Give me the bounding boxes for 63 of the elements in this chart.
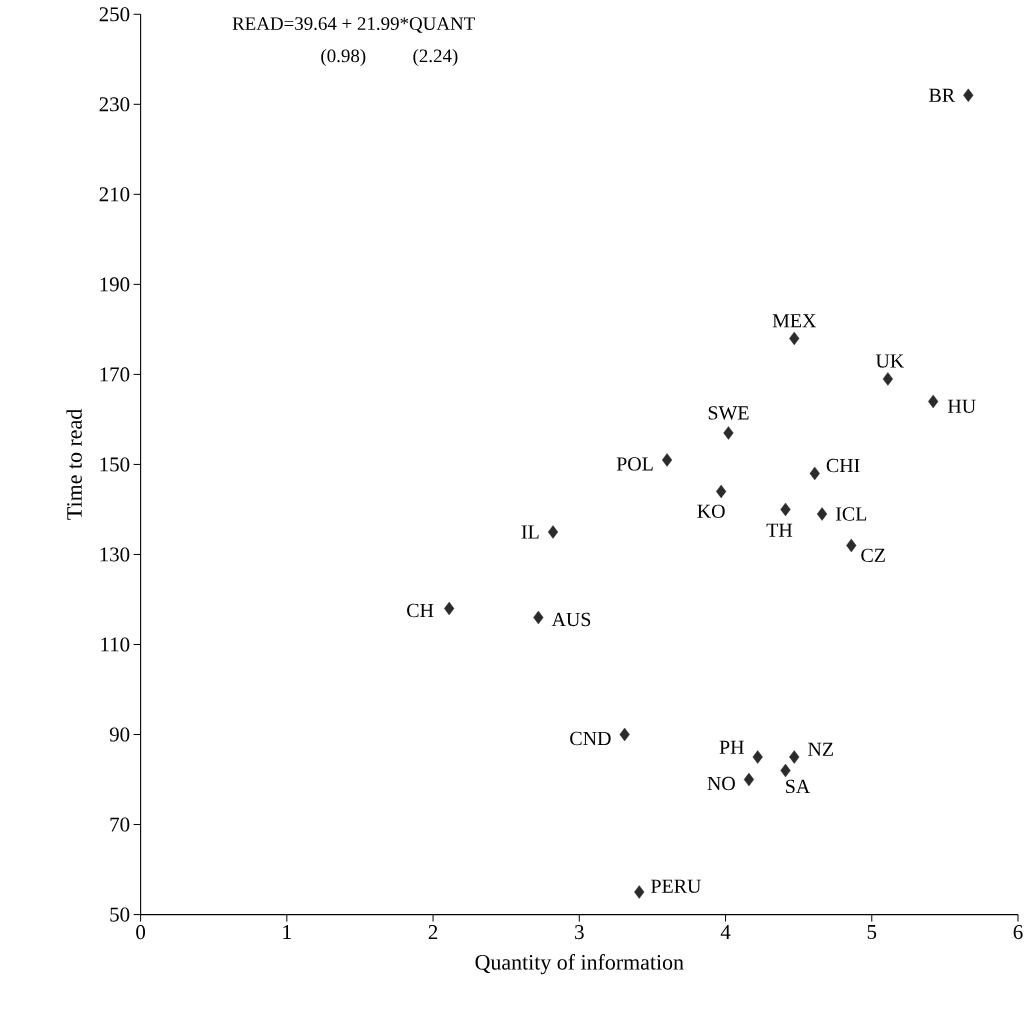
annotation: CH <box>407 603 434 618</box>
point <box>816 507 828 521</box>
point <box>619 727 630 742</box>
annotation: POL <box>616 457 653 471</box>
point <box>780 763 791 778</box>
x-tick-label: 1 <box>283 925 291 939</box>
annotation: PH <box>719 740 744 754</box>
point <box>846 538 857 553</box>
x-axis-title: Quantity of information <box>475 954 684 975</box>
annotation: NO <box>707 776 735 791</box>
y-tick-label: 110 <box>101 637 130 652</box>
x-tick-label: 5 <box>867 925 877 940</box>
annotation: SA <box>786 779 811 794</box>
x-tick-label: 4 <box>720 925 731 939</box>
annotation: CZ <box>861 548 885 563</box>
annotation: CHI <box>826 458 860 473</box>
point <box>533 610 544 625</box>
point <box>809 466 820 481</box>
annotation: (0.98) <box>321 48 366 67</box>
y-tick-label: 170 <box>100 367 130 382</box>
point <box>752 750 763 764</box>
annotation: ICL <box>835 507 867 521</box>
annotation: CND <box>570 731 611 746</box>
y-tick-label: 250 <box>99 7 130 22</box>
point <box>723 426 734 440</box>
x-tick-label: 6 <box>1013 925 1023 940</box>
annotation: PERU <box>651 879 701 893</box>
annotation: TH <box>766 523 793 537</box>
y-tick-label: 50 <box>110 907 130 922</box>
annotation: KO <box>697 504 725 519</box>
annotation: READ=39.64 + 21.99*QUANT <box>232 17 475 33</box>
y-tick-label: 150 <box>100 457 130 472</box>
y-tick-label: 130 <box>100 547 130 562</box>
point <box>444 601 455 616</box>
y-axis-title: Time to read <box>66 409 82 520</box>
point <box>716 484 727 499</box>
x-tick-label: 2 <box>428 925 438 939</box>
point <box>882 372 893 386</box>
point <box>661 453 673 467</box>
point <box>547 525 559 539</box>
annotation: UK <box>875 354 905 368</box>
point <box>789 750 800 764</box>
point <box>743 772 755 787</box>
x-tick-label: 3 <box>575 925 584 940</box>
point <box>789 331 800 346</box>
annotation: MEX <box>772 314 817 328</box>
point <box>780 502 791 517</box>
annotation: AUS <box>551 612 591 627</box>
point <box>634 885 645 899</box>
annotation: (2.24) <box>413 48 458 67</box>
y-tick-label: 190 <box>100 277 130 292</box>
point <box>963 88 974 103</box>
x-tick-label: 0 <box>136 925 146 940</box>
annotation: SWE <box>708 406 749 420</box>
annotation: BR <box>929 88 956 102</box>
point <box>928 394 939 409</box>
y-tick-label: 230 <box>99 97 130 112</box>
y-tick-label: 210 <box>99 187 130 202</box>
y-tick-label: 70 <box>110 817 130 832</box>
y-tick-label: 90 <box>109 727 130 742</box>
annotation: IL <box>521 525 539 539</box>
annotation: HU <box>947 399 976 414</box>
annotation: NZ <box>808 742 833 756</box>
